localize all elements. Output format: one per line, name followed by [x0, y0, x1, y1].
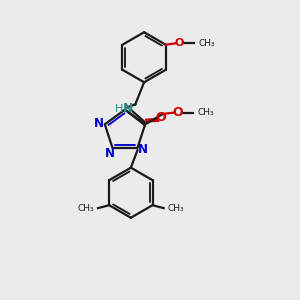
Text: CH₃: CH₃ [198, 39, 215, 48]
Text: N: N [138, 143, 148, 156]
Text: CH₃: CH₃ [197, 108, 214, 117]
Text: N: N [123, 102, 134, 115]
Text: O: O [173, 106, 183, 119]
Text: O: O [174, 38, 184, 48]
Text: CH₃: CH₃ [77, 204, 94, 213]
Text: N: N [105, 147, 115, 160]
Text: CH₃: CH₃ [168, 204, 184, 213]
Text: O: O [156, 111, 166, 124]
Text: N: N [94, 117, 104, 130]
Text: H: H [115, 104, 123, 114]
